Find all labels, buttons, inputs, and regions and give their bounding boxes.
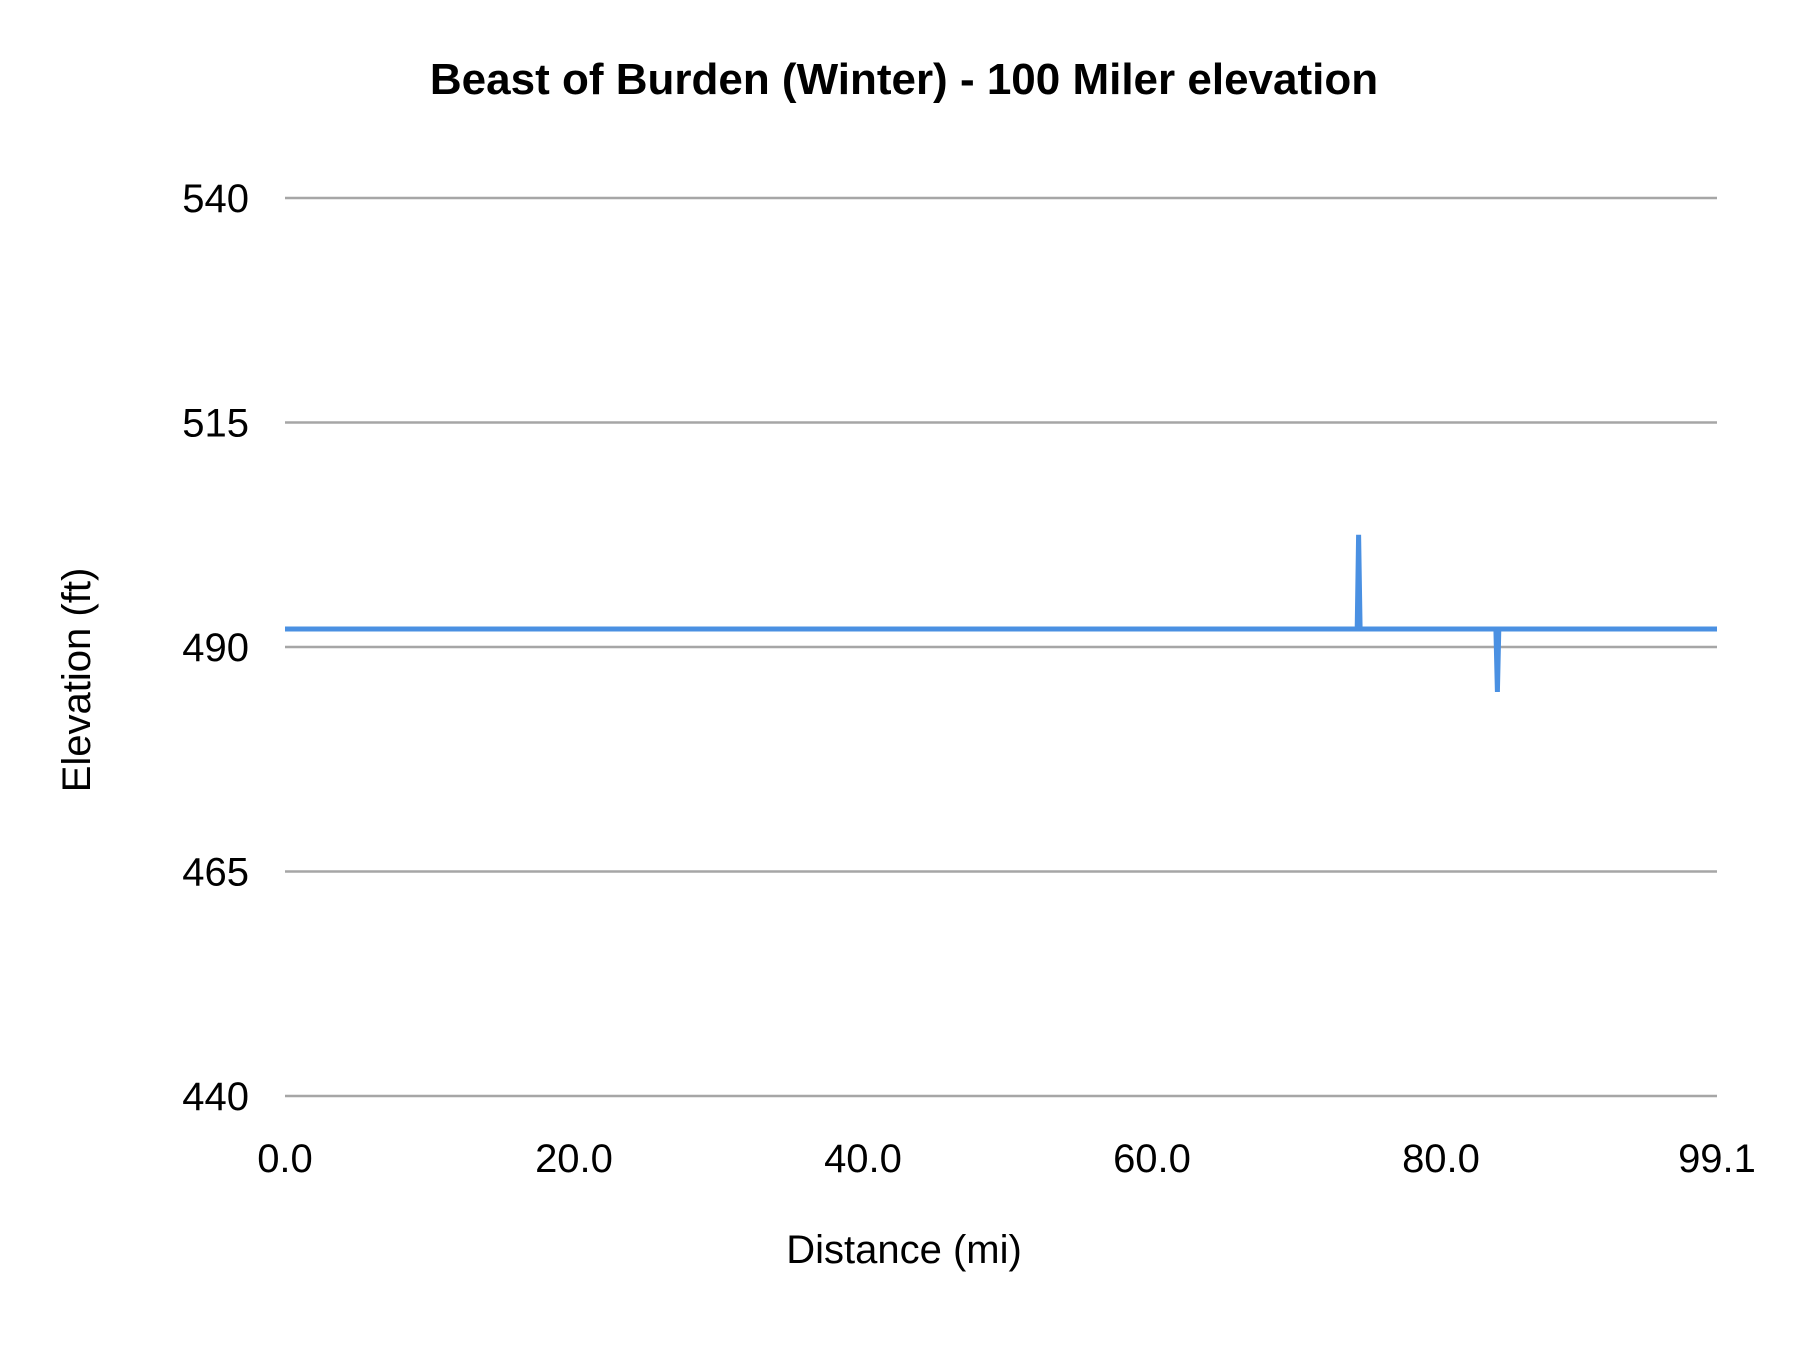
y-tick-label: 490	[182, 626, 249, 670]
elevation-line	[285, 534, 1717, 692]
chart-title: Beast of Burden (Winter) - 100 Miler ele…	[430, 55, 1378, 104]
y-axis-label: Elevation (ft)	[55, 568, 99, 793]
x-tick-label: 0.0	[257, 1137, 313, 1181]
x-tick-label: 99.1	[1678, 1137, 1756, 1181]
x-tick-label: 60.0	[1113, 1137, 1191, 1181]
x-tick-label: 20.0	[535, 1137, 613, 1181]
y-tick-label: 515	[182, 402, 249, 446]
x-tick-label: 80.0	[1402, 1137, 1480, 1181]
y-tick-label: 540	[182, 177, 249, 221]
y-tick-label: 440	[182, 1075, 249, 1119]
x-axis-label: Distance (mi)	[786, 1228, 1022, 1272]
x-tick-label: 40.0	[824, 1137, 902, 1181]
y-tick-label: 465	[182, 851, 249, 895]
